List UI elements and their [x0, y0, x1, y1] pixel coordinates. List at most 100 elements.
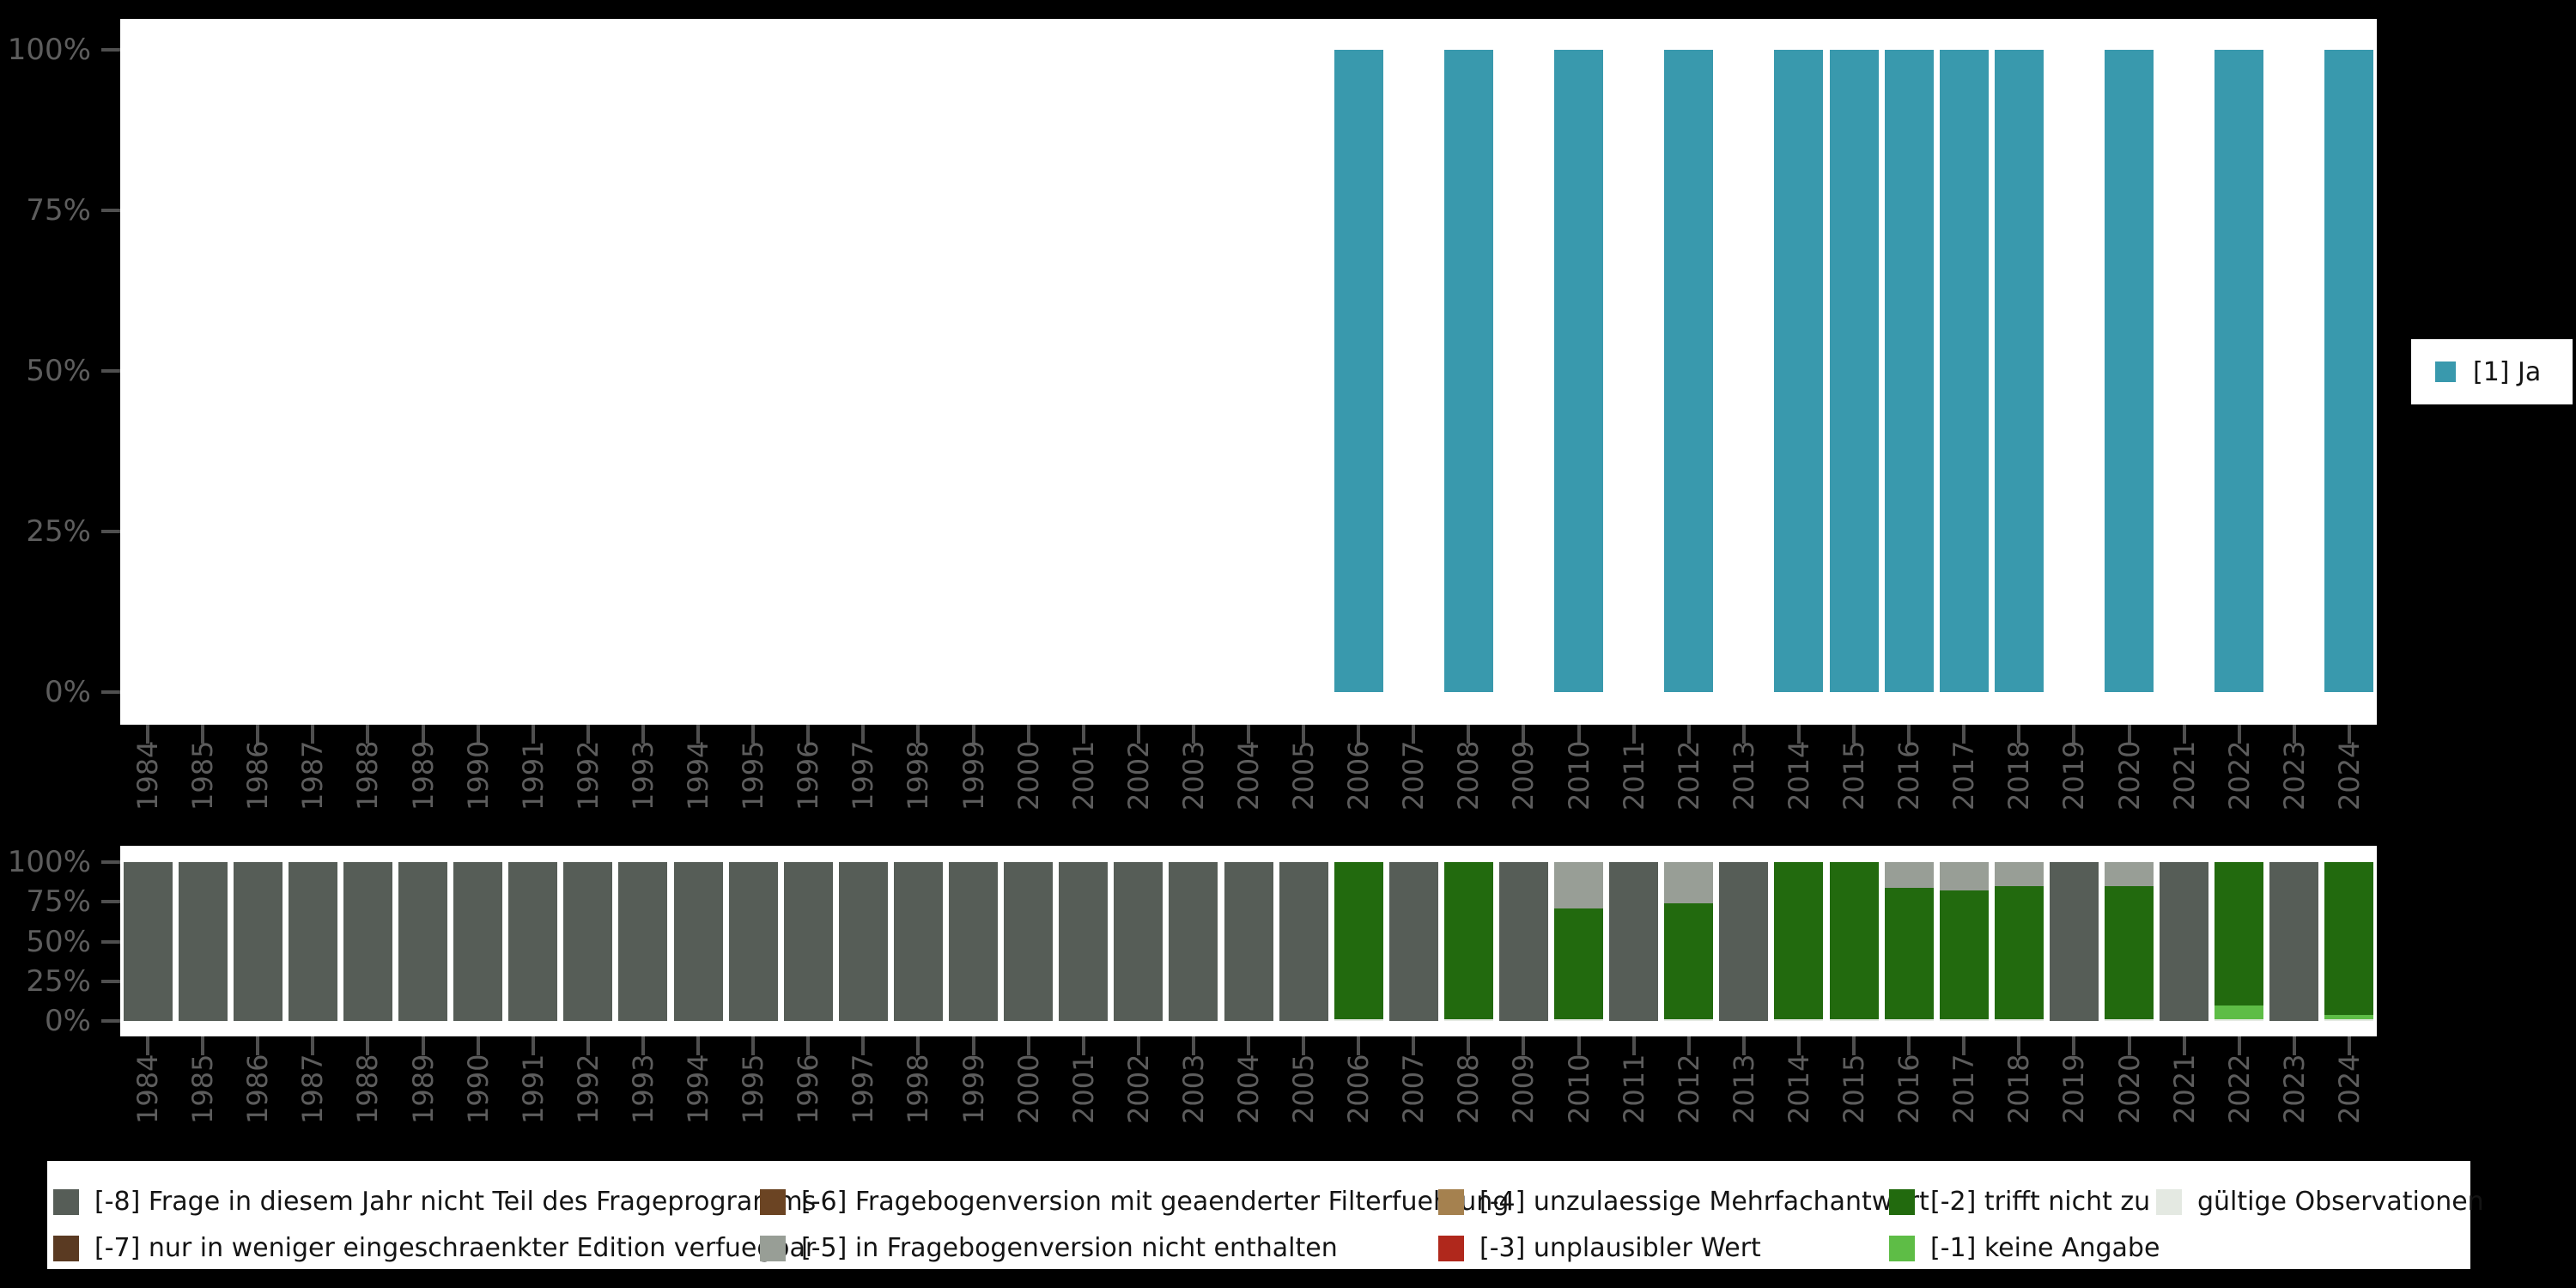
y-axis-tick [101, 48, 120, 52]
y-axis-tick [101, 209, 120, 212]
x-axis-tick [751, 1036, 756, 1055]
stack-2020-seg-5 [2105, 862, 2154, 886]
stack-2012-seg-2 [1664, 903, 1714, 1020]
stack-2023-seg-8 [2269, 862, 2319, 1021]
legend-label--7: [-7] nur in weniger eingeschraenkter Edi… [94, 1233, 817, 1263]
stack-2024-segvalid [2324, 1019, 2374, 1021]
stack-2021-seg-8 [2160, 862, 2209, 1021]
x-tick-label-2009: 2009 [1507, 740, 1540, 811]
x-axis-tick [421, 1036, 425, 1055]
x-tick-label-2012: 2012 [1672, 1054, 1705, 1124]
x-tick-label-1988: 1988 [351, 1054, 385, 1124]
x-axis-tick [421, 725, 425, 744]
x-axis-tick [1577, 725, 1581, 744]
y-axis-label: 75% [26, 193, 91, 228]
stack-1998-seg-8 [893, 862, 943, 1021]
x-axis-tick [2127, 725, 2131, 744]
stack-1988-seg-8 [343, 862, 392, 1021]
x-axis-tick [2072, 1036, 2076, 1055]
x-axis-tick [531, 1036, 535, 1055]
stack-2018-seg-2 [1994, 885, 2044, 1020]
x-tick-label-1986: 1986 [241, 1054, 275, 1124]
x-axis-tick [1962, 1036, 1966, 1055]
x-axis-tick [311, 1036, 315, 1055]
stack-2024-seg-1 [2324, 1014, 2374, 1020]
y-axis-tick [101, 690, 120, 694]
x-axis-tick [806, 725, 811, 744]
x-axis-tick [366, 1036, 370, 1055]
stack-2012-seg-5 [1664, 862, 1714, 904]
x-axis-tick [1522, 1036, 1526, 1055]
bar-2024 [2324, 50, 2374, 692]
x-axis-tick [1686, 725, 1691, 744]
x-tick-label-2003: 2003 [1176, 740, 1210, 811]
y-axis-label: 25% [26, 514, 91, 549]
x-tick-label-1984: 1984 [131, 740, 165, 811]
stack-2000-seg-8 [1004, 862, 1054, 1021]
stack-2010-segvalid [1554, 1019, 1604, 1021]
legend-swatch--5 [760, 1236, 786, 1261]
x-axis-tick [2292, 1036, 2296, 1055]
y-axis-tick [101, 369, 120, 373]
x-axis-tick [641, 725, 645, 744]
x-tick-label-2011: 2011 [1617, 740, 1650, 811]
legend-label--2: [-2] trifft nicht zu [1930, 1187, 2151, 1217]
stack-2002-seg-8 [1114, 862, 1163, 1021]
stack-2006-seg-2 [1334, 862, 1383, 1020]
x-tick-label-2016: 2016 [1893, 740, 1926, 811]
stack-2006-segvalid [1334, 1019, 1383, 1021]
x-tick-label-2018: 2018 [2002, 740, 2036, 811]
bar-2010 [1554, 50, 1604, 692]
x-axis-tick [476, 725, 480, 744]
x-tick-label-1993: 1993 [626, 740, 659, 811]
x-tick-label-1994: 1994 [682, 740, 715, 811]
x-tick-label-1990: 1990 [461, 740, 495, 811]
stack-2001-seg-8 [1059, 862, 1109, 1021]
x-tick-label-1992: 1992 [571, 1054, 605, 1124]
x-tick-label-1991: 1991 [516, 1054, 550, 1124]
y-axis-label: 50% [26, 924, 91, 959]
stack-2009-seg-8 [1498, 862, 1548, 1021]
x-axis-tick [1412, 1036, 1416, 1055]
x-axis-tick [476, 1036, 480, 1055]
x-axis-tick [2347, 725, 2351, 744]
stack-2018-segvalid [1994, 1019, 2044, 1021]
bar-2017 [1939, 50, 1989, 692]
x-tick-label-2020: 2020 [2112, 740, 2146, 811]
x-tick-label-2022: 2022 [2222, 740, 2256, 811]
stack-1999-seg-8 [949, 862, 998, 1021]
bar-2020 [2105, 50, 2154, 692]
stack-2015-seg-2 [1829, 862, 1879, 1020]
x-tick-label-2001: 2001 [1066, 740, 1100, 811]
x-tick-label-2010: 2010 [1562, 740, 1595, 811]
y-axis-label: 0% [45, 1004, 91, 1038]
x-tick-label-2024: 2024 [2332, 1054, 2366, 1124]
x-axis-tick [2292, 725, 2296, 744]
x-axis-tick [1796, 1036, 1801, 1055]
x-tick-label-2022: 2022 [2222, 1054, 2256, 1124]
x-tick-label-1992: 1992 [571, 740, 605, 811]
x-axis-tick [2017, 725, 2021, 744]
stack-2007-seg-8 [1388, 862, 1438, 1021]
stack-1985-seg-8 [178, 862, 228, 1021]
x-axis-tick [1247, 725, 1250, 744]
x-axis-tick [916, 725, 920, 744]
top-legend: [1] Ja [2411, 339, 2573, 404]
x-tick-label-1987: 1987 [296, 1054, 330, 1124]
x-tick-label-1995: 1995 [737, 1054, 770, 1124]
x-tick-label-2003: 2003 [1176, 1054, 1210, 1124]
x-axis-tick [146, 1036, 150, 1055]
x-tick-label-1984: 1984 [131, 1054, 165, 1124]
stack-2008-segvalid [1443, 1019, 1493, 1021]
x-axis-tick [146, 725, 150, 744]
x-axis-tick [1357, 725, 1361, 744]
legend-label--8: [-8] Frage in diesem Jahr nicht Teil des… [94, 1187, 817, 1217]
legend-label--1: [-1] keine Angabe [1930, 1233, 2160, 1263]
x-axis-tick [641, 1036, 645, 1055]
stack-2017-segvalid [1939, 1019, 1989, 1021]
x-axis-tick [1191, 1036, 1195, 1055]
x-tick-label-2002: 2002 [1121, 1054, 1155, 1124]
stack-2016-seg-5 [1884, 862, 1934, 888]
bottom-legend: [-8] Frage in diesem Jahr nicht Teil des… [47, 1161, 2484, 1269]
stack-2020-segvalid [2105, 1019, 2154, 1021]
